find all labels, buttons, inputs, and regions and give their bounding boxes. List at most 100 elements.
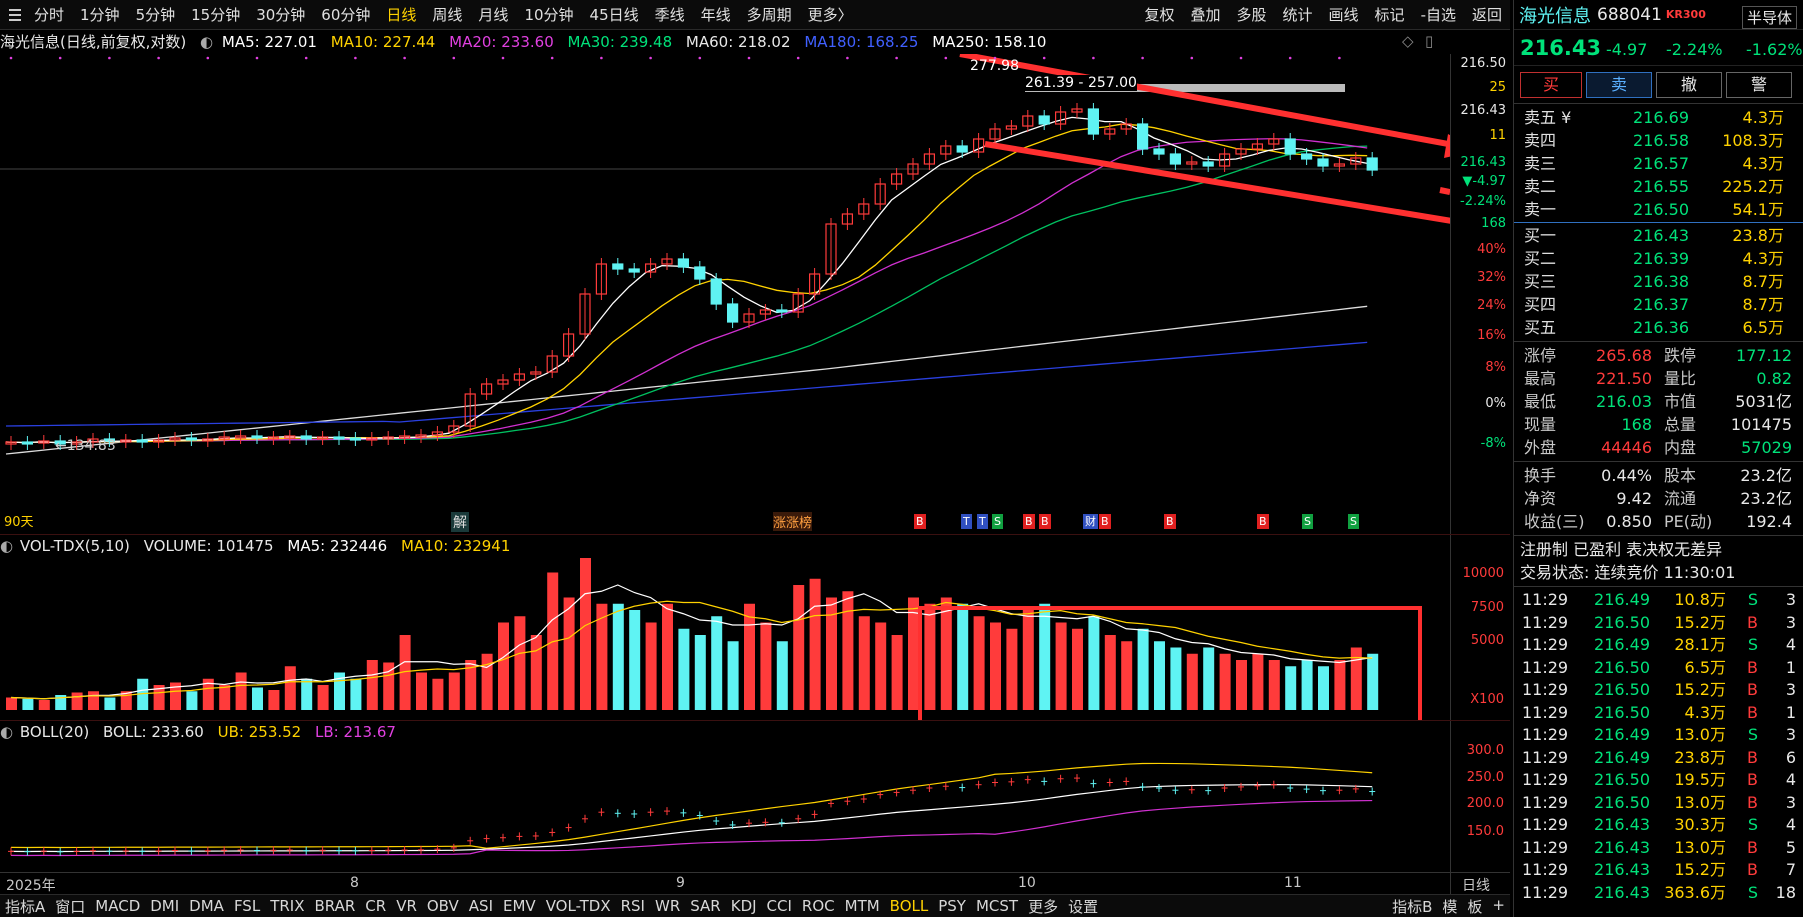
indicator-bar-action[interactable]: 模 — [1442, 897, 1458, 916]
indicator-tab[interactable]: MTM — [844, 897, 880, 915]
signal-marker[interactable]: B — [1039, 514, 1051, 529]
hot-list-marker[interactable]: 涨涨榜 — [773, 512, 813, 531]
period-tab[interactable]: 15分钟 — [191, 5, 241, 24]
indicator-tab[interactable]: EMV — [503, 897, 536, 915]
indicator-tab[interactable]: BRAR — [314, 897, 356, 915]
indicator-tab[interactable]: VOL-TDX — [545, 897, 611, 915]
period-tab[interactable]: 45日线 — [589, 5, 639, 24]
indicator-tab[interactable]: KDJ — [730, 897, 757, 915]
period-tab[interactable]: 多周期 — [746, 5, 792, 24]
indicator-tab[interactable]: BOLL — [889, 897, 929, 915]
period-tab[interactable]: 月线 — [478, 5, 509, 24]
indicator-tab[interactable]: ROC — [801, 897, 835, 915]
candle — [333, 436, 345, 440]
period-tab[interactable]: 日线 — [386, 5, 417, 24]
sector-label[interactable]: 半导体 — [1742, 6, 1798, 29]
indicator-tab[interactable]: 设置 — [1068, 897, 1099, 916]
indicator-tab[interactable]: VR — [396, 897, 417, 915]
book-row[interactable]: 卖一 216.50 54.1万 — [1514, 198, 1803, 221]
period-tab[interactable]: 60分钟 — [321, 5, 371, 24]
toolbar-action[interactable]: 叠加 — [1190, 6, 1221, 24]
indicator-tab[interactable]: DMI — [150, 897, 180, 915]
signal-marker[interactable]: B — [1099, 514, 1111, 529]
toolbar-action[interactable]: 画线 — [1328, 6, 1359, 24]
settings-icon[interactable]: ◐ — [0, 537, 14, 555]
book-row[interactable]: 买五 216.36 6.5万 — [1514, 316, 1803, 339]
menu-icon[interactable] — [4, 0, 26, 30]
indicator-bar-action[interactable]: + — [1492, 895, 1505, 914]
volume-chart[interactable] — [0, 558, 1450, 720]
candlestick-chart[interactable] — [0, 54, 1450, 534]
signal-marker[interactable]: B — [1164, 514, 1176, 529]
book-row[interactable]: 买三 216.38 8.7万 — [1514, 270, 1803, 293]
indicator-tab[interactable]: 更多 — [1028, 897, 1059, 916]
book-row[interactable]: 卖五 ¥ 216.69 4.3万 — [1514, 106, 1803, 129]
alert-button[interactable]: 警 — [1726, 71, 1792, 98]
indicator-tab[interactable]: DMA — [189, 897, 224, 915]
indicator-tab[interactable]: MACD — [95, 897, 141, 915]
stat-value: 0.850 — [1606, 512, 1652, 531]
layout-icon[interactable]: ▯ — [1425, 32, 1434, 50]
indicator-tab[interactable]: ASI — [468, 897, 493, 915]
signal-marker[interactable]: S — [992, 514, 1003, 529]
indicator-tab[interactable]: FSL — [233, 897, 261, 915]
toolbar-action[interactable]: 标记 — [1374, 6, 1405, 24]
toolbar-action[interactable]: 多股 — [1236, 6, 1267, 24]
signal-marker[interactable]: T — [977, 514, 988, 529]
settings-icon[interactable]: ◐ — [0, 723, 14, 741]
toolbar-action[interactable]: -自选 — [1420, 6, 1456, 24]
cancel-button[interactable]: 撤 — [1656, 71, 1722, 98]
indicator-tab[interactable]: WR — [654, 897, 681, 915]
candle — [87, 438, 99, 443]
indicator-tab[interactable]: TRIX — [270, 897, 305, 915]
book-row[interactable]: 买四 216.37 8.7万 — [1514, 293, 1803, 316]
indicator-tab[interactable]: CR — [365, 897, 387, 915]
period-tab[interactable]: 30分钟 — [256, 5, 306, 24]
book-row[interactable]: 卖四 216.58 108.3万 — [1514, 129, 1803, 152]
sell-button[interactable]: 卖 — [1586, 71, 1652, 98]
indicator-tab[interactable]: CCI — [766, 897, 792, 915]
unlock-marker[interactable]: 解 — [451, 512, 469, 532]
period-tab[interactable]: 1分钟 — [80, 5, 120, 24]
indicator-bar-action[interactable]: 板 — [1467, 897, 1483, 916]
expand-icon[interactable]: ◇ — [1402, 32, 1414, 50]
book-row[interactable]: 卖三 216.57 4.3万 — [1514, 152, 1803, 175]
signal-marker[interactable]: B — [1257, 514, 1269, 529]
signal-marker[interactable]: 财 — [1083, 514, 1098, 529]
book-row[interactable]: 买一 216.43 23.8万 — [1514, 224, 1803, 247]
indicator-tab[interactable]: PSY — [938, 897, 966, 915]
period-tab[interactable]: 年线 — [700, 5, 731, 24]
indicator-tab[interactable]: OBV — [426, 897, 459, 915]
toolbar-action[interactable]: 统计 — [1282, 6, 1313, 24]
indicator-tab[interactable]: 指标A — [5, 897, 46, 916]
indicator-tab[interactable]: RSI — [620, 897, 645, 915]
signal-marker[interactable]: T — [961, 514, 972, 529]
volume-bar — [1252, 653, 1264, 710]
indicator-tab[interactable]: SAR — [690, 897, 721, 915]
tick-time: 11:29 — [1522, 860, 1569, 879]
period-tab[interactable]: 10分钟 — [524, 5, 574, 24]
boll-chart[interactable] — [0, 744, 1450, 872]
toolbar-action[interactable]: 返回 — [1471, 6, 1502, 24]
book-row[interactable]: 卖二 216.55 225.2万 — [1514, 175, 1803, 198]
period-tab[interactable]: 更多〉 — [807, 5, 853, 24]
candle — [1054, 111, 1067, 125]
period-tab[interactable]: 分时 — [34, 5, 65, 24]
indicator-bar-action[interactable]: 指标B — [1392, 897, 1433, 916]
signal-marker[interactable]: B — [914, 514, 926, 529]
period-tab[interactable]: 5分钟 — [135, 5, 176, 24]
period-tab[interactable]: 周线 — [432, 5, 463, 24]
signal-marker[interactable]: B — [1023, 514, 1035, 529]
signal-marker[interactable]: S — [1302, 514, 1313, 529]
indicator-tab[interactable]: MCST — [975, 897, 1019, 915]
indicator-tab[interactable]: 窗口 — [55, 897, 86, 916]
book-row[interactable]: 买二 216.39 4.3万 — [1514, 247, 1803, 270]
tick-list[interactable]: 11:29 216.49 10.8万 S 3 11:29 216.50 15.2万 B 3 11:2… — [1514, 589, 1803, 904]
signal-marker[interactable]: S — [1348, 514, 1359, 529]
buy-button[interactable]: 买 — [1520, 71, 1582, 98]
candle — [644, 263, 657, 273]
settings-icon[interactable]: ◐ — [200, 33, 214, 51]
stock-name[interactable]: 海光信息 — [1519, 5, 1591, 27]
toolbar-action[interactable]: 复权 — [1144, 6, 1175, 24]
period-tab[interactable]: 季线 — [654, 5, 685, 24]
